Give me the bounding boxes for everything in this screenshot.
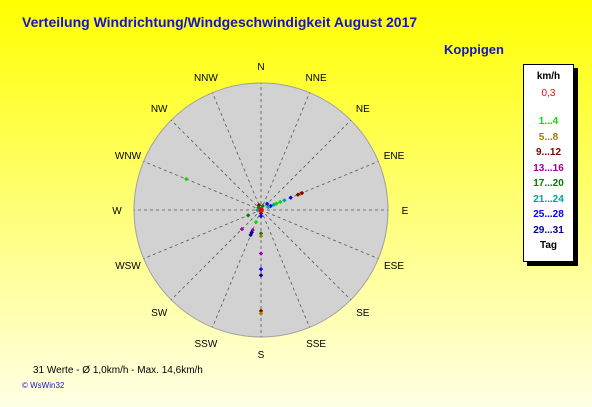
direction-label-nne: NNE <box>306 73 327 84</box>
legend-range-4: 17...20 <box>533 178 564 189</box>
chart-title: Verteilung Windrichtung/Windgeschwindigk… <box>22 14 418 30</box>
data-point-0 <box>184 176 189 182</box>
data-point-24 <box>258 266 264 272</box>
data-point-17 <box>253 219 259 225</box>
data-point-26 <box>258 308 264 314</box>
direction-label-n: N <box>257 62 264 73</box>
data-point-21 <box>258 231 264 236</box>
direction-label-wsw: WSW <box>115 261 141 272</box>
data-point-29 <box>245 213 251 218</box>
direction-label-ne: NE <box>356 104 370 115</box>
data-point-15 <box>258 211 264 216</box>
data-point-16 <box>258 213 264 219</box>
data-point-25 <box>258 273 264 278</box>
software-credit: © WsWin32 <box>22 381 65 390</box>
direction-label-ene: ENE <box>384 151 405 162</box>
legend-range-5: 21...24 <box>533 193 564 205</box>
legend-range-2: 9...12 <box>535 147 562 158</box>
direction-label-sse: SSE <box>306 339 326 350</box>
data-point-12 <box>260 203 265 209</box>
direction-label-wnw: WNW <box>115 151 142 162</box>
data-point-28 <box>239 226 245 232</box>
data-point-7 <box>282 198 287 203</box>
legend-day-label: Tag <box>539 240 558 251</box>
legend-calm: 0,3 <box>541 88 556 99</box>
legend-range-7: 29...31 <box>533 224 564 236</box>
legend-range-6: 25...28 <box>533 209 564 220</box>
data-point-6 <box>266 204 271 210</box>
legend-range-3: 13...16 <box>533 162 564 174</box>
summary-line: 31 Werte - Ø 1,0km/h - Max. 14,6km/h <box>33 365 203 376</box>
legend-range-0: 1...4 <box>538 116 559 127</box>
calm-marker <box>258 207 264 213</box>
data-point-11 <box>299 190 305 196</box>
direction-label-se: SE <box>356 308 370 319</box>
data-point-8 <box>271 202 277 207</box>
data-point-2 <box>278 199 283 205</box>
data-point-23 <box>258 251 264 256</box>
data-point-3 <box>288 195 293 200</box>
data-point-18 <box>250 227 255 233</box>
direction-label-nw: NW <box>151 104 168 115</box>
data-point-10 <box>295 192 301 197</box>
direction-label-sw: SW <box>151 308 168 319</box>
data-point-22 <box>258 233 264 239</box>
legend-unit: km/h <box>536 71 561 82</box>
data-point-20 <box>248 232 253 238</box>
data-point-9 <box>274 201 279 206</box>
legend-range-1: 5...8 <box>538 131 559 143</box>
data-point-30 <box>255 207 260 213</box>
direction-label-s: S <box>258 350 265 361</box>
data-point-27 <box>258 311 264 316</box>
direction-label-ssw: SSW <box>195 339 218 350</box>
direction-label-w: W <box>112 206 122 217</box>
station-name: Koppigen <box>444 42 504 57</box>
speed-legend: km/h 0,3 1...4 5...8 9...12 13...16 17...20 2… <box>523 64 574 262</box>
direction-label-e: E <box>402 206 409 217</box>
direction-label-nnw: NNW <box>194 73 218 84</box>
direction-label-ese: ESE <box>384 261 404 272</box>
